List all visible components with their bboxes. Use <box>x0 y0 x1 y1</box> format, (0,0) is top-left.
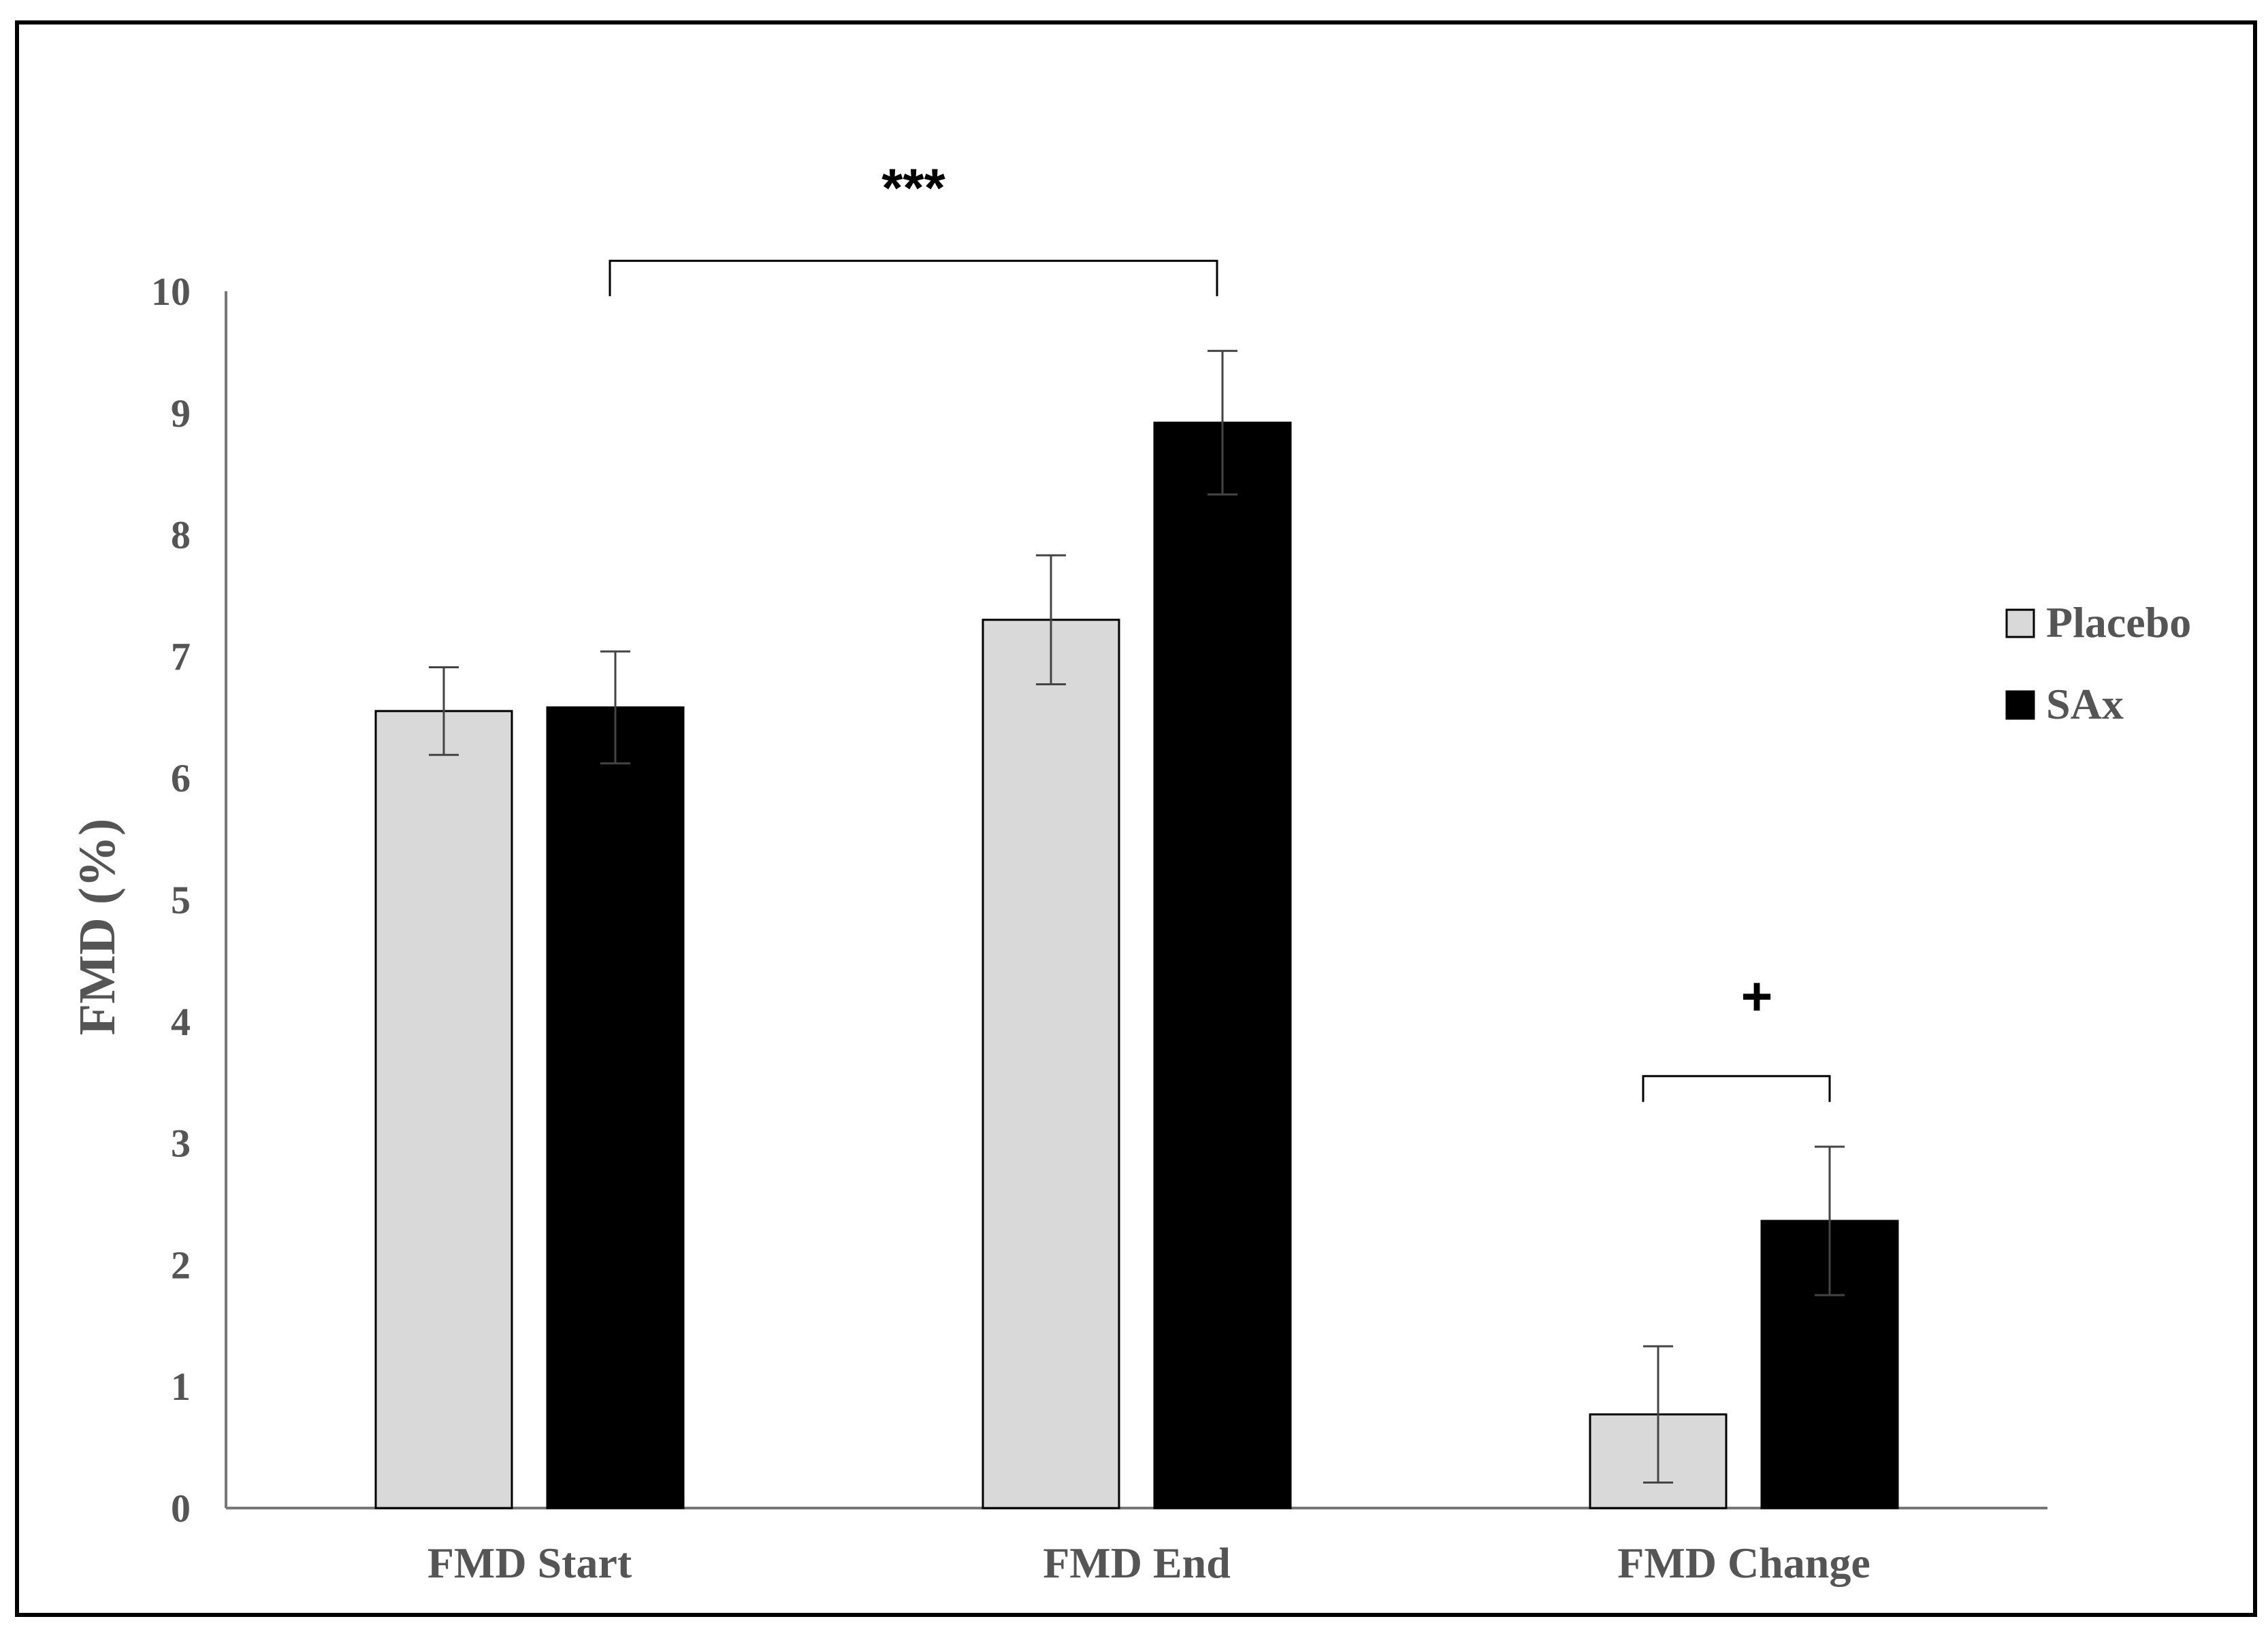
y-tick-label: 5 <box>171 878 191 922</box>
x-tick-label: FMD Start <box>427 1539 632 1587</box>
y-tick-label: 0 <box>171 1486 191 1531</box>
bar <box>982 619 1120 1509</box>
bar <box>374 710 513 1509</box>
chart-frame: 0 1 2 3 4 5 6 7 8 9 10 FMD Start FMD End FMD Change … <box>15 20 2257 1617</box>
y-tick-label: 1 <box>171 1364 191 1409</box>
error-bar <box>1815 1145 1845 1296</box>
significance-marker: + <box>1741 966 1773 1026</box>
error-bar <box>1208 350 1237 496</box>
axes <box>225 291 2047 1509</box>
legend-swatch <box>2005 690 2035 720</box>
x-tick-label: FMD End <box>1043 1539 1231 1587</box>
significance-annotations: *** + <box>609 157 1831 1102</box>
error-bar <box>429 666 459 756</box>
bar <box>1153 421 1292 1509</box>
y-axis-label: FMD (%) <box>69 819 126 1036</box>
legend-item: SAx <box>2005 680 2124 728</box>
significance-bracket: *** <box>609 157 1218 297</box>
bracket-line <box>609 259 1218 297</box>
y-tick-label: 7 <box>171 634 191 678</box>
legend: Placebo SAx <box>2005 598 2191 728</box>
legend-swatch <box>2005 608 2035 638</box>
y-tick-label: 10 <box>151 269 191 314</box>
y-tick-label: 2 <box>171 1243 191 1287</box>
significance-marker: *** <box>881 157 945 218</box>
y-tick-label: 3 <box>171 1122 191 1166</box>
bracket-line <box>1642 1075 1831 1102</box>
bar <box>546 706 685 1509</box>
error-bar <box>600 650 630 765</box>
legend-label: Placebo <box>2046 598 2191 647</box>
x-tick-labels: FMD Start FMD End FMD Change <box>427 1539 1870 1587</box>
y-tick-label: 6 <box>171 756 191 800</box>
y-tick-label: 8 <box>171 513 191 557</box>
y-tick-labels: 0 1 2 3 4 5 6 7 8 9 10 <box>151 269 191 1531</box>
x-tick-label: FMD Change <box>1617 1539 1870 1587</box>
error-bars <box>429 350 1845 1484</box>
y-tick-label: 9 <box>171 391 191 436</box>
legend-label: SAx <box>2046 680 2124 728</box>
y-tick-label: 4 <box>171 1000 191 1044</box>
legend-item: Placebo <box>2005 598 2191 647</box>
error-bar <box>1643 1345 1673 1484</box>
bars <box>374 421 1899 1509</box>
significance-bracket: + <box>1642 966 1831 1102</box>
error-bar <box>1036 554 1066 686</box>
